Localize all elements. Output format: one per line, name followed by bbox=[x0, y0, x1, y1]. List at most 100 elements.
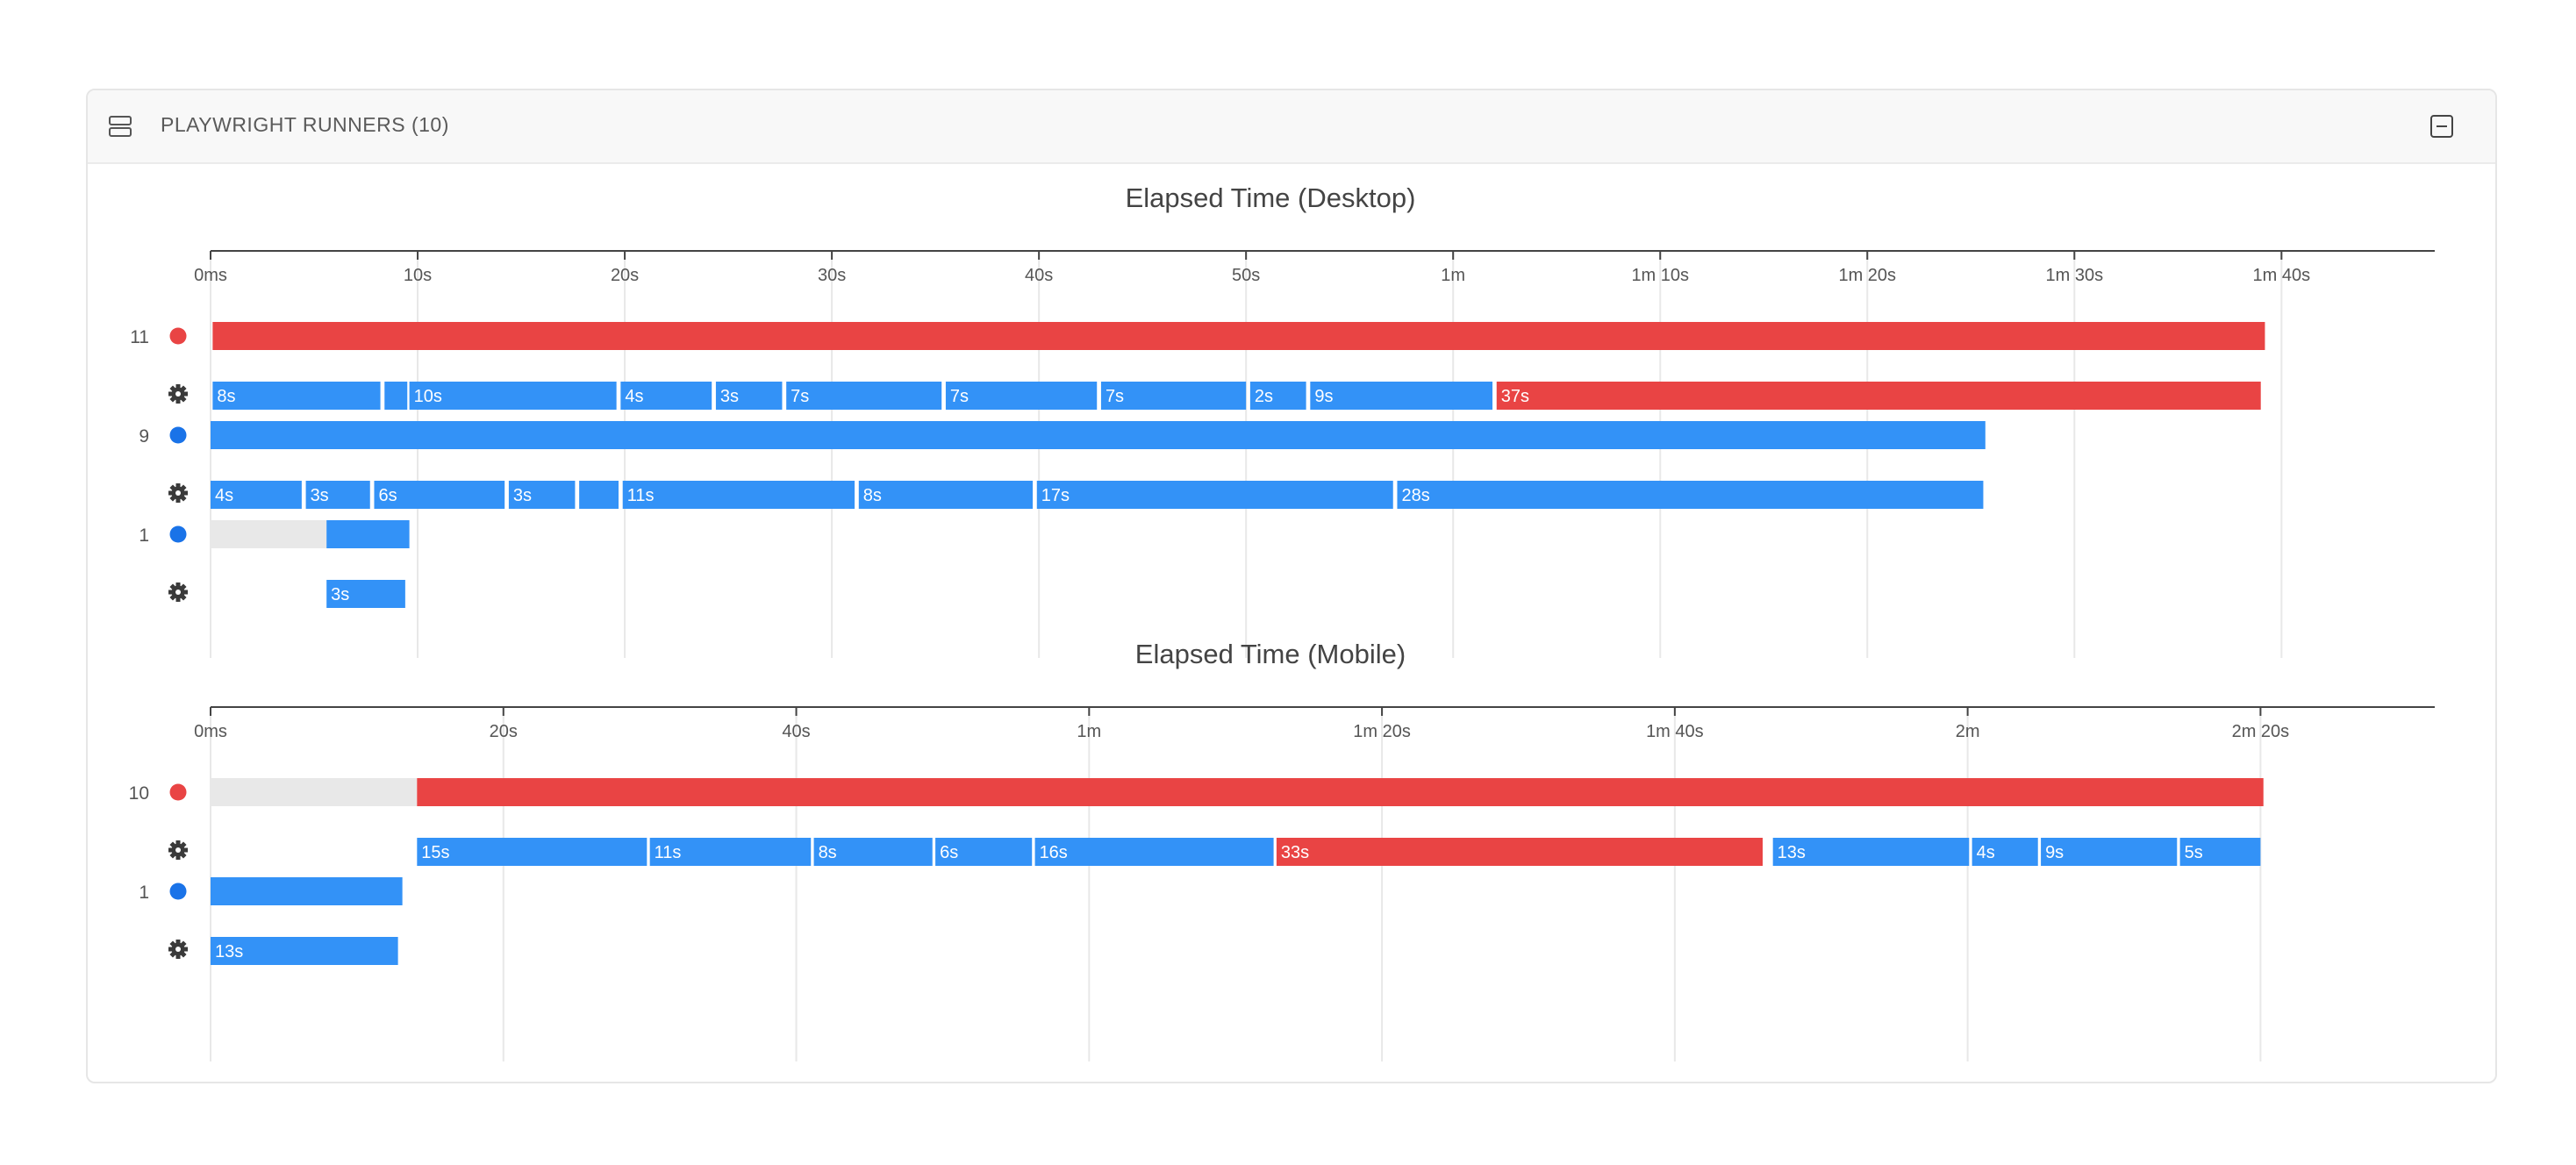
runner-label: 11 bbox=[130, 327, 149, 347]
step-bar bbox=[1971, 838, 2038, 866]
step-bar bbox=[1100, 382, 1247, 410]
step-bar bbox=[409, 382, 617, 410]
runner-total-bar bbox=[211, 421, 1986, 449]
steps-gear-icon bbox=[168, 940, 188, 959]
gear-hole bbox=[175, 590, 181, 595]
step-duration-label: 4s bbox=[215, 486, 233, 505]
step-bar bbox=[1249, 382, 1306, 410]
step-bar bbox=[374, 481, 505, 509]
steps-gear-icon bbox=[168, 582, 188, 602]
tick-label: 0ms bbox=[194, 266, 227, 285]
runner-idle-bar bbox=[211, 520, 327, 548]
tick-label: 30s bbox=[818, 266, 846, 285]
step-bar bbox=[1397, 481, 1984, 509]
step-duration-label: 13s bbox=[215, 942, 243, 961]
step-duration-label: 8s bbox=[217, 387, 235, 406]
tick-label: 2m 20s bbox=[2232, 722, 2290, 741]
runner-total-bar bbox=[212, 322, 2265, 350]
tick-label: 1m 10s bbox=[1631, 266, 1689, 285]
step-duration-label: 33s bbox=[1281, 843, 1309, 862]
collapse-icon[interactable] bbox=[2429, 113, 2455, 139]
runner-status-dot bbox=[169, 783, 187, 801]
step-duration-label: 10s bbox=[414, 387, 442, 406]
step-bar bbox=[508, 481, 576, 509]
step-bar bbox=[211, 937, 398, 965]
step-duration-label: 3s bbox=[331, 585, 349, 604]
runner-status-dot bbox=[169, 883, 187, 900]
gear-tooth bbox=[175, 940, 181, 945]
step-duration-label: 17s bbox=[1041, 486, 1070, 505]
step-bar bbox=[212, 382, 381, 410]
tick-label: 1m bbox=[1441, 266, 1465, 285]
step-bar bbox=[813, 838, 933, 866]
step-bar bbox=[2041, 838, 2178, 866]
tick-label: 1m 40s bbox=[1646, 722, 1704, 741]
step-duration-label: 13s bbox=[1778, 843, 1806, 862]
gear-tooth bbox=[175, 854, 181, 860]
panel-header: PLAYWRIGHT RUNNERS (10) bbox=[88, 90, 2495, 164]
step-duration-label: 6s bbox=[378, 486, 397, 505]
step-duration-label: 11s bbox=[655, 843, 682, 862]
gear-tooth bbox=[175, 398, 181, 404]
gear-tooth bbox=[175, 497, 181, 503]
tick-label: 40s bbox=[1025, 266, 1053, 285]
runner-label: 10 bbox=[129, 783, 149, 804]
chart-title: Elapsed Time (Mobile) bbox=[1135, 639, 1406, 669]
tick-label: 1m bbox=[1077, 722, 1101, 741]
step-duration-label: 8s bbox=[863, 486, 882, 505]
gear-tooth bbox=[175, 840, 181, 846]
step-duration-label: 28s bbox=[1401, 486, 1429, 505]
step-duration-label: 16s bbox=[1040, 843, 1068, 862]
step-duration-label: 9s bbox=[2045, 843, 2064, 862]
gear-tooth bbox=[175, 483, 181, 489]
tick-label: 1m 20s bbox=[1353, 722, 1411, 741]
step-bar bbox=[858, 481, 1034, 509]
playwright-runners-panel: PLAYWRIGHT RUNNERS (10) bbox=[86, 89, 2497, 1083]
runner-label: 9 bbox=[139, 426, 149, 447]
step-duration-label: 3s bbox=[720, 387, 739, 406]
step-bar bbox=[715, 382, 783, 410]
step-duration-label: 4s bbox=[625, 387, 643, 406]
tick-label: 1m 40s bbox=[2253, 266, 2311, 285]
runner-idle-bar bbox=[211, 778, 418, 806]
step-duration-label: 3s bbox=[311, 486, 329, 505]
step-bar bbox=[622, 481, 855, 509]
tick-label: 10s bbox=[404, 266, 432, 285]
chart-title: Elapsed Time (Desktop) bbox=[1126, 182, 1416, 213]
runner-status-dot bbox=[169, 426, 187, 444]
runner-status-dot bbox=[169, 327, 187, 345]
step-bar bbox=[945, 382, 1098, 410]
tick-label: 20s bbox=[490, 722, 518, 741]
server-stack-icon bbox=[109, 116, 132, 137]
step-bar bbox=[384, 382, 408, 410]
gear-hole bbox=[175, 490, 181, 496]
steps-gear-icon bbox=[168, 384, 188, 404]
step-bar bbox=[1772, 838, 1970, 866]
step-duration-label: 5s bbox=[2185, 843, 2203, 862]
step-duration-label: 8s bbox=[819, 843, 837, 862]
chart-mobile: Elapsed Time (Mobile) 0ms 20s 40s 1m 1m 20s 1m… bbox=[129, 639, 2435, 1061]
runner-label: 1 bbox=[139, 883, 149, 903]
step-duration-label: 2s bbox=[1255, 387, 1273, 406]
runner-total-bar bbox=[211, 877, 403, 905]
step-bar bbox=[649, 838, 812, 866]
tick-label: 20s bbox=[611, 266, 639, 285]
step-bar bbox=[1034, 838, 1274, 866]
gear-tooth bbox=[175, 582, 181, 588]
step-duration-label: 7s bbox=[950, 387, 969, 406]
step-bar bbox=[1496, 382, 2261, 410]
gear-hole bbox=[175, 391, 181, 397]
tick-label: 50s bbox=[1232, 266, 1260, 285]
tick-label: 40s bbox=[782, 722, 810, 741]
step-bar bbox=[1036, 481, 1393, 509]
panel-title: PLAYWRIGHT RUNNERS (10) bbox=[161, 113, 449, 136]
gear-hole bbox=[175, 847, 181, 853]
steps-gear-icon bbox=[168, 483, 188, 503]
step-bar bbox=[417, 838, 648, 866]
gear-tooth bbox=[175, 954, 181, 959]
step-duration-label: 3s bbox=[513, 486, 532, 505]
tick-label: 1m 30s bbox=[2046, 266, 2104, 285]
step-bar bbox=[1276, 838, 1763, 866]
step-bar bbox=[2179, 838, 2261, 866]
